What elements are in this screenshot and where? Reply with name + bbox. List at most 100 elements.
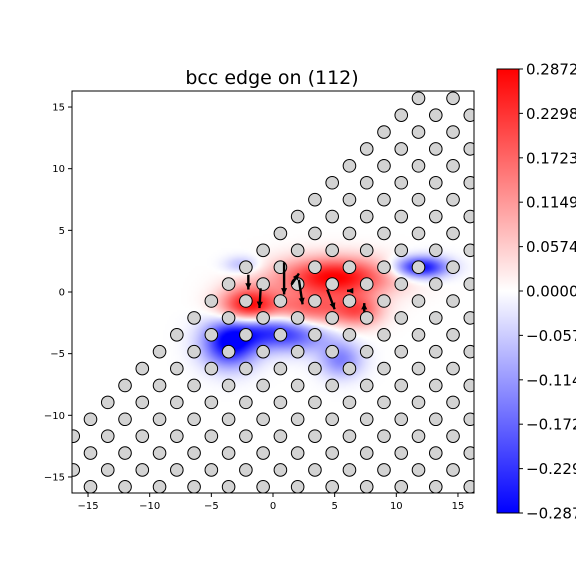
atom-marker: [325, 480, 339, 493]
atom-marker: [377, 429, 391, 443]
atom-marker: [412, 497, 425, 510]
x-tick-label: 5: [331, 501, 337, 512]
x-tick-label: 0: [270, 501, 276, 512]
y-tick-label: −5: [50, 349, 65, 360]
atom-marker: [135, 361, 150, 376]
atom-marker: [101, 497, 114, 510]
atom-marker: [359, 277, 374, 291]
atom-marker: [308, 429, 322, 443]
atom-marker: [411, 327, 426, 342]
atom-marker: [411, 361, 426, 376]
atom-marker: [308, 226, 322, 241]
x-axis: −15 −10 −5 0 5 10 15: [77, 493, 464, 512]
displacement-arrow: [297, 279, 305, 305]
atom-marker: [446, 327, 460, 342]
atom-marker: [325, 243, 339, 258]
atom-marker: [359, 209, 374, 224]
atom-marker: [394, 108, 409, 122]
atom-marker: [446, 395, 460, 410]
colorbar-tick-label: 0.2298: [526, 105, 576, 123]
atom-marker: [411, 192, 426, 207]
atom-marker: [342, 294, 357, 308]
atom-marker: [171, 497, 184, 510]
atom-marker: [359, 311, 374, 325]
atom-marker: [359, 378, 374, 393]
y-tick-label: 0: [59, 288, 65, 299]
y-tick-label: 15: [52, 103, 65, 114]
atom-marker: [152, 412, 167, 427]
atom-marker: [359, 243, 374, 258]
atom-marker: [204, 463, 219, 477]
atom-marker: [394, 446, 409, 460]
y-tick-label: −10: [44, 411, 65, 422]
atom-marker: [342, 361, 357, 376]
atom-marker: [342, 260, 357, 275]
atom-marker: [273, 294, 288, 308]
atom-marker: [411, 294, 426, 308]
atom-marker: [446, 361, 460, 376]
atom-marker: [204, 395, 219, 410]
y-tick-label: 5: [59, 226, 65, 237]
atom-marker: [394, 412, 409, 427]
atom-marker: [325, 412, 339, 427]
atom-marker: [394, 378, 409, 393]
displacement-arrow: [290, 272, 300, 286]
atom-marker: [290, 412, 305, 427]
atom-marker: [464, 75, 477, 88]
atom-marker: [290, 311, 305, 325]
atom-marker: [428, 412, 443, 427]
atom-marker: [100, 429, 115, 443]
atom-marker: [221, 277, 236, 291]
displacement-arrow: [256, 288, 263, 309]
atom-marker: [152, 480, 167, 493]
atom-marker: [325, 175, 339, 190]
atom-marker: [273, 226, 288, 241]
atom-marker: [394, 209, 409, 224]
colorbar-gradient: [496, 68, 520, 514]
atom-marker: [377, 327, 391, 342]
atom-marker: [152, 344, 167, 359]
atom-marker: [378, 497, 391, 510]
atom-marker: [446, 125, 460, 139]
atom-marker: [446, 159, 460, 173]
atom-marker: [308, 395, 322, 410]
atom-marker: [463, 277, 474, 291]
atom-marker: [446, 429, 460, 443]
atom-marker: [394, 175, 409, 190]
atom-marker: [342, 226, 357, 241]
atom-marker: [135, 429, 150, 443]
atom-marker: [170, 463, 184, 477]
atom-marker: [411, 260, 426, 275]
atom-marker: [170, 395, 184, 410]
displacement-arrows: [245, 262, 368, 312]
atom-marker: [239, 260, 253, 275]
atom-marker: [221, 311, 236, 325]
atom-marker: [377, 260, 391, 275]
atom-marker: [239, 429, 253, 443]
colorbar-tick-label: 0.2872: [526, 61, 576, 79]
atom-marker: [290, 446, 305, 460]
atom-marker: [273, 361, 288, 376]
x-tick-label: −10: [139, 501, 160, 512]
atom-marker: [428, 344, 443, 359]
atom-marker: [256, 480, 270, 493]
x-tick-label: 15: [452, 501, 465, 512]
colorbar-tick-label: 0.1723: [526, 149, 576, 167]
atom-marker: [221, 344, 236, 359]
atom-marker: [446, 260, 460, 275]
atom-marker: [221, 480, 236, 493]
atom-marker: [239, 327, 253, 342]
y-tick-label: −15: [44, 472, 65, 483]
atom-markers: [72, 75, 477, 510]
atom-marker: [446, 91, 460, 106]
atom-marker: [325, 446, 339, 460]
atom-marker: [377, 125, 391, 139]
atom-marker: [411, 395, 426, 410]
atom-marker: [394, 142, 409, 156]
atom-marker: [411, 226, 426, 241]
atom-marker: [428, 243, 443, 258]
atom-marker: [72, 429, 81, 443]
atom-marker: [204, 361, 219, 376]
atom-marker: [411, 91, 426, 106]
atom-marker: [359, 412, 374, 427]
